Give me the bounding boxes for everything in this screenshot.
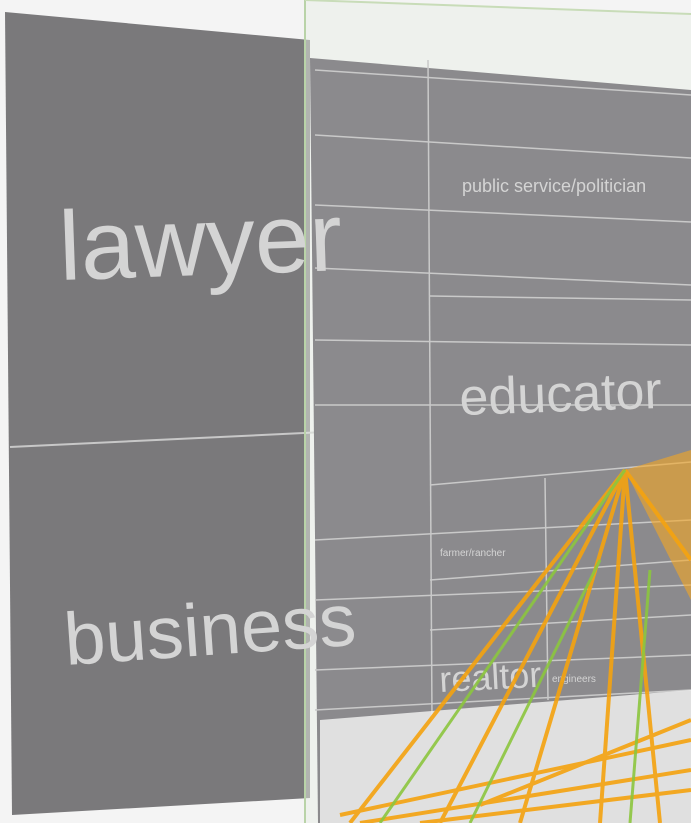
link: [623, 468, 691, 562]
link: [468, 559, 602, 823]
link: [378, 469, 627, 823]
label: lawyer: [57, 181, 344, 301]
grid-line: [314, 584, 691, 601]
grid-line: [429, 295, 691, 301]
grid-line: [314, 204, 691, 223]
back-panel: [310, 58, 691, 823]
link: [348, 468, 627, 823]
links: [378, 469, 652, 823]
link: [598, 469, 627, 823]
link: [438, 469, 627, 823]
link: [628, 569, 652, 823]
label: educator: [458, 362, 662, 427]
grid-line: [429, 559, 691, 581]
link: [419, 788, 691, 823]
frame: [304, 0, 691, 15]
grid-line: [314, 267, 691, 286]
grid-line: [314, 69, 691, 96]
link: [479, 718, 691, 807]
grid-line: [314, 339, 691, 346]
link: [359, 768, 691, 823]
link: [518, 469, 627, 823]
grid-line: [314, 134, 691, 159]
dot-strip: [320, 690, 691, 823]
front-panel: [5, 12, 310, 815]
label: business: [61, 578, 358, 681]
label: public service/politician: [462, 176, 646, 196]
highlight: [625, 450, 691, 600]
grid-line: [314, 654, 691, 671]
grid: [314, 59, 691, 721]
label: farmer/rancher: [440, 548, 506, 559]
label: engineers: [552, 674, 596, 685]
link: [339, 738, 691, 817]
grid-line: [427, 59, 433, 721]
